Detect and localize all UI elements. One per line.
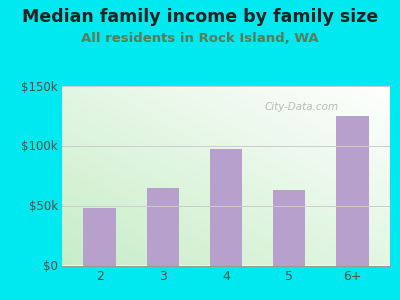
Text: All residents in Rock Island, WA: All residents in Rock Island, WA bbox=[81, 32, 319, 44]
Bar bbox=[210, 149, 242, 266]
Bar bbox=[273, 190, 306, 266]
Bar bbox=[336, 116, 368, 266]
Text: Median family income by family size: Median family income by family size bbox=[22, 8, 378, 26]
Bar bbox=[146, 188, 179, 266]
Bar bbox=[84, 208, 116, 266]
Text: City-Data.com: City-Data.com bbox=[264, 102, 338, 112]
